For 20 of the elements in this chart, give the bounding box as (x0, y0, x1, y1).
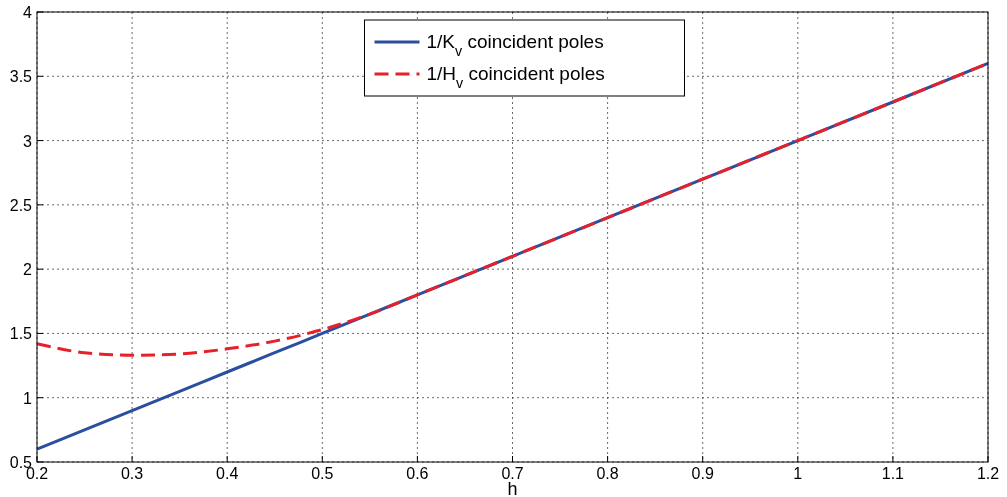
x-tick-label: 0.5 (311, 465, 334, 482)
x-tick-label: 1.1 (881, 465, 905, 482)
y-tick-label: 3.5 (9, 68, 33, 86)
y-tick-label: 2.5 (9, 196, 33, 214)
x-tick-label: 1 (793, 465, 803, 482)
y-tick-label: 1.5 (9, 325, 33, 343)
x-tick-label: 1.2 (976, 465, 1000, 482)
x-tick-label: 0.6 (406, 465, 429, 482)
y-tick-label: 4 (23, 4, 33, 21)
x-tick-label: 0.4 (216, 465, 239, 482)
x-tick-label: 0.9 (691, 465, 714, 482)
x-tick-label: 0.3 (120, 465, 144, 482)
y-tick-label: 1 (23, 389, 33, 407)
x-axis-title: h (507, 479, 518, 497)
y-tick-label: 2 (23, 261, 33, 279)
y-tick-label: 3 (23, 132, 33, 150)
legend-label: 1/H$_{v}$ coincident poles (426, 63, 605, 91)
x-tick-label: 0.8 (596, 465, 619, 482)
legend-label: 1/K$_{v}$ coincident poles (426, 31, 604, 59)
x-tick-label: 0.7 (501, 465, 524, 482)
